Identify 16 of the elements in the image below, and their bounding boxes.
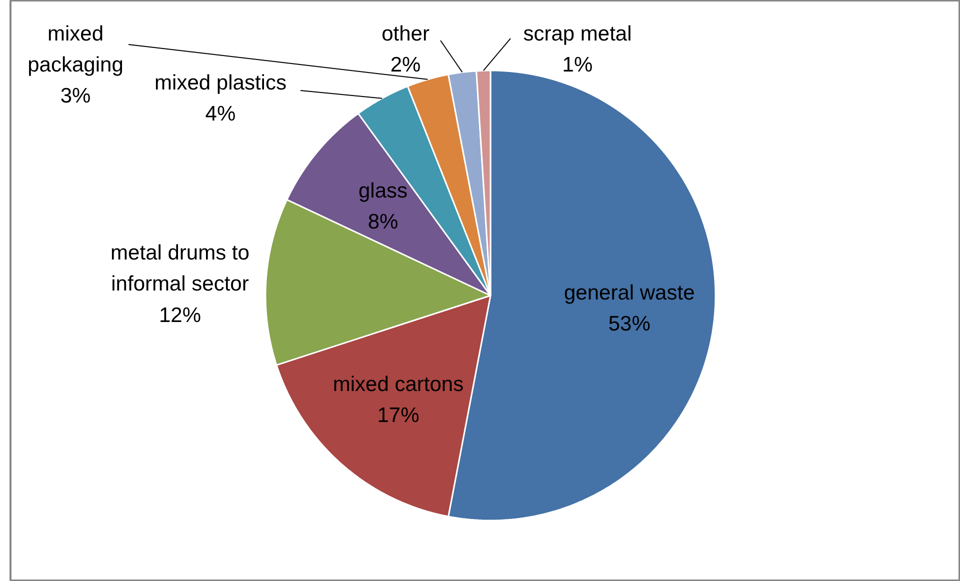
data-label: 53% — [608, 312, 650, 336]
slice-label: mixed cartons — [332, 373, 464, 396]
data-label: 2% — [390, 54, 421, 77]
slice-label: glass — [358, 180, 408, 203]
data-label: 3% — [60, 84, 91, 108]
slice-label: mixed plastics — [154, 72, 286, 94]
data-label: 17% — [377, 404, 420, 428]
slice-label: other — [382, 22, 430, 46]
data-label: 8% — [368, 210, 398, 234]
slice-label: mixed packaging — [28, 22, 124, 77]
slice-label: scrap metal — [523, 22, 632, 46]
data-label: 4% — [205, 102, 236, 126]
data-label: 12% — [158, 304, 202, 327]
slice-label: general waste — [564, 282, 695, 305]
data-label: 1% — [562, 54, 593, 77]
slice-label: metal drums to informal sector — [110, 242, 250, 296]
